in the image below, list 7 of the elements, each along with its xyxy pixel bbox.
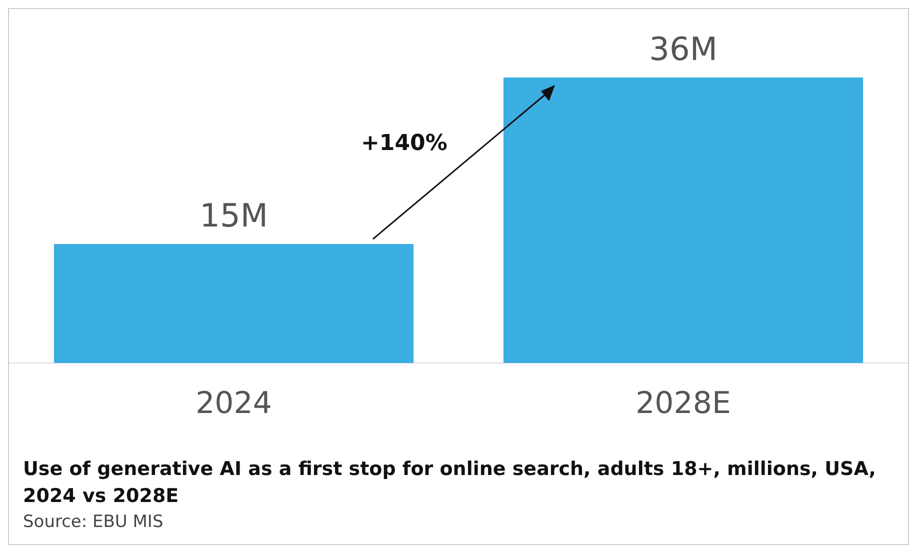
annotation: +140% — [361, 131, 448, 156]
source-note: Source: EBU MIS — [23, 511, 164, 534]
x-tick-label: 2028E — [636, 386, 731, 421]
x-tick-label: 2024 — [196, 386, 272, 421]
data-label: 15M — [200, 196, 268, 234]
text: Use of generative AI as a first stop for online search, adults 18+, millions, USA, 2024 vs 2028E — [23, 457, 877, 509]
data-label: 36M — [649, 30, 718, 68]
